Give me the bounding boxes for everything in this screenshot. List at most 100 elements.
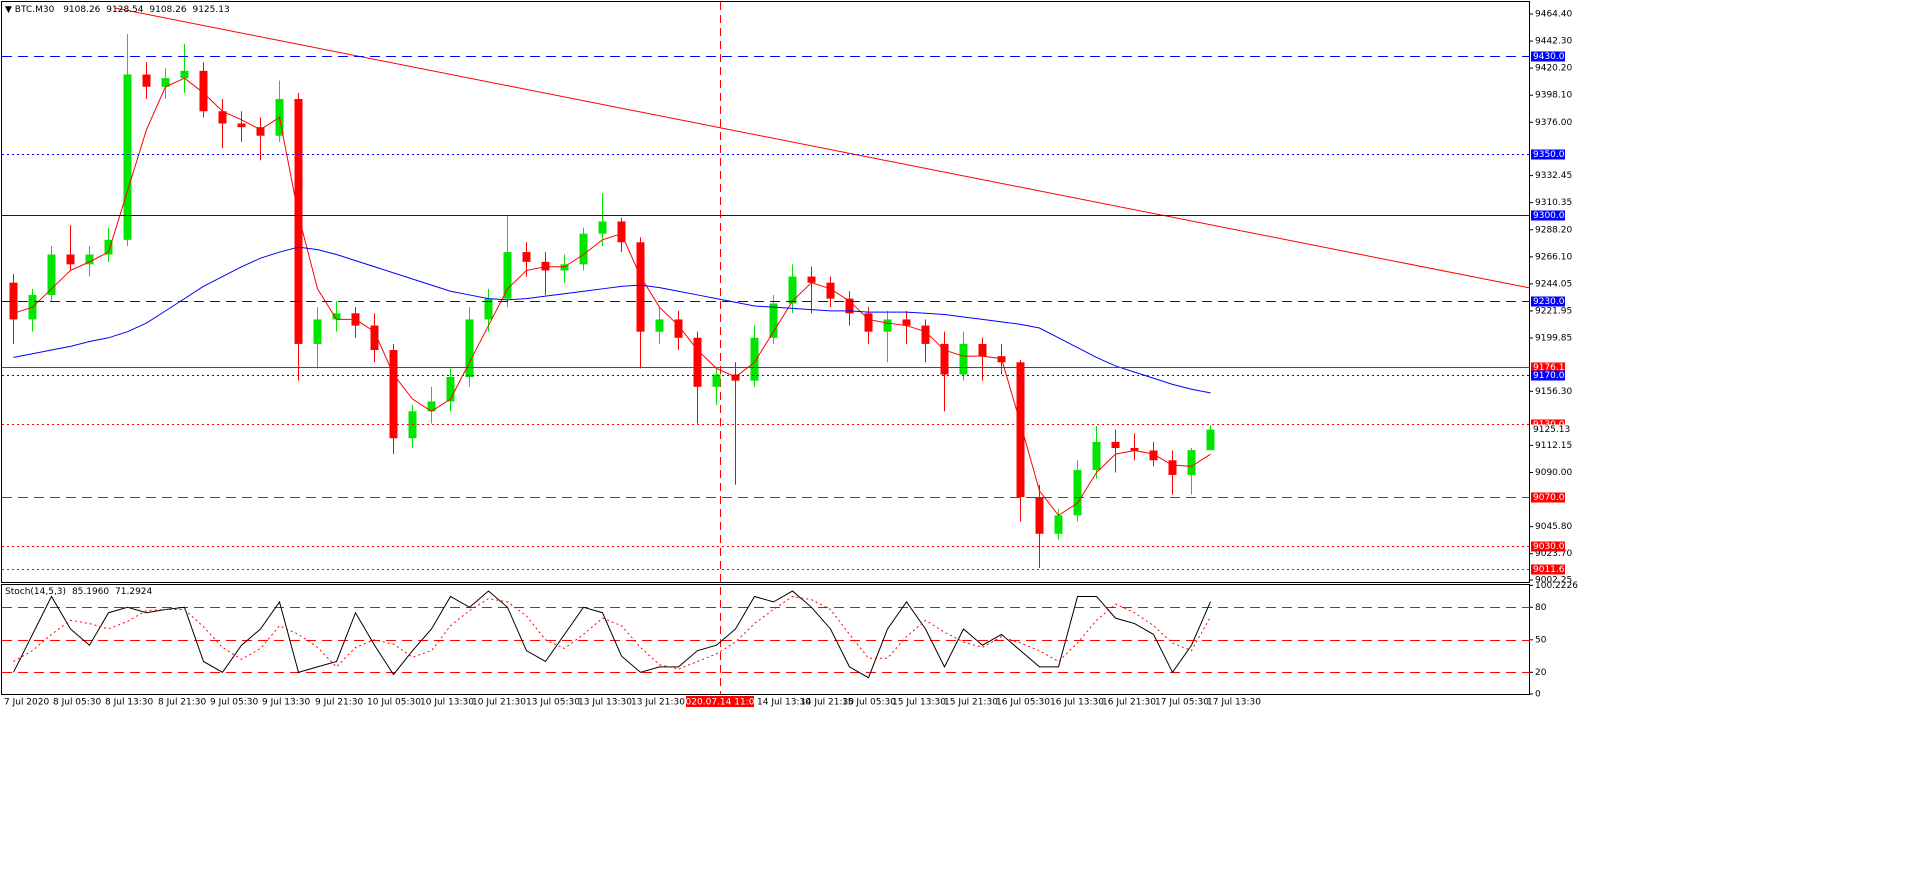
stoch-line — [13, 595, 1211, 670]
level-label: 9170.00 — [1533, 371, 1570, 381]
level-label: 9176.13 — [1533, 363, 1570, 373]
x-tick-label: 16 Jul 05:30 — [996, 698, 1050, 708]
x-tick-label: 8 Jul 13:30 — [105, 698, 154, 708]
x-tick-label: 15 Jul 13:30 — [892, 698, 946, 708]
moving-average — [13, 246, 1211, 394]
candle-body — [978, 343, 987, 357]
candle-body — [161, 78, 170, 87]
candle-body — [1016, 362, 1025, 498]
candle-body — [47, 254, 56, 295]
candle-body — [313, 319, 322, 344]
x-tick-label: 8 Jul 21:30 — [158, 698, 207, 708]
level-label: 9070.00 — [1533, 493, 1570, 503]
y-tick-label: 9045.80 — [1535, 522, 1572, 532]
y-tick-label: 9420.20 — [1535, 64, 1572, 74]
y-tick-label: 100.2226 — [1535, 581, 1578, 591]
y-tick-label: 9199.85 — [1535, 333, 1572, 343]
x-tick-label: 15 Jul 21:30 — [944, 698, 998, 708]
y-tick-label: 9310.35 — [1535, 198, 1572, 208]
level-label-box — [1531, 362, 1565, 373]
candle-body — [902, 319, 911, 326]
level-label-box — [1531, 541, 1565, 552]
candle-body — [1035, 497, 1044, 534]
candle-body — [940, 343, 949, 375]
x-tick-label: 14 Jul 13:30 — [757, 698, 811, 708]
level-label: 9011.62 — [1533, 565, 1570, 575]
x-tick-label: 16 Jul 21:30 — [1102, 698, 1156, 708]
candle-body — [598, 221, 607, 234]
stoch-main-readout: 85.1960 — [72, 587, 109, 597]
candle-body — [788, 276, 797, 304]
level-label-box — [1531, 210, 1565, 221]
chart-header: ▼ BTC.M30 9108.26 9128.54 9108.26 9125.1… — [5, 5, 230, 15]
stoch-signal-readout: 71.2924 — [115, 587, 152, 597]
candle-body — [389, 350, 398, 439]
price-tag: 9125.13 — [1533, 425, 1570, 435]
candle-body — [503, 252, 512, 299]
level-label-box — [1531, 296, 1565, 307]
x-tick-label: 10 Jul 21:30 — [472, 698, 526, 708]
candle-body — [104, 239, 113, 255]
price-tag-box — [1531, 424, 1565, 435]
y-tick-label: 0 — [1535, 690, 1541, 700]
candle-body — [1073, 470, 1082, 516]
candle-body — [522, 252, 531, 262]
candle-body — [807, 276, 816, 283]
y-tick-label: 9244.05 — [1535, 279, 1572, 289]
high-readout: 9128.54 — [106, 5, 143, 15]
close-readout: 9125.13 — [192, 5, 229, 15]
candle-body — [332, 313, 341, 320]
candle-body — [826, 282, 835, 299]
crosshair-label-box — [686, 696, 754, 707]
symbol: ▼ — [5, 5, 15, 15]
x-tick-label: 9 Jul 05:30 — [210, 698, 259, 708]
level-label-box — [1531, 51, 1565, 62]
stoch-header: Stoch(14,5,3) 85.1960 71.2924 — [5, 587, 153, 597]
candle-body — [1168, 460, 1177, 475]
candle-body — [294, 98, 303, 344]
level-label: 9300.00 — [1533, 211, 1570, 221]
candle-body — [883, 319, 892, 332]
candle-body — [66, 254, 75, 265]
y-tick-label: 9090.00 — [1535, 468, 1572, 478]
candle-body — [845, 298, 854, 314]
moving-average — [13, 77, 1211, 517]
candle-body — [655, 319, 664, 332]
x-tick-label: 9 Jul 13:30 — [262, 698, 311, 708]
y-tick-label: 9288.20 — [1535, 225, 1572, 235]
main-frame — [1, 1, 1530, 583]
candle-body — [85, 254, 94, 265]
level-label: 9350.00 — [1533, 150, 1570, 160]
candle-body — [199, 70, 208, 112]
candle-body — [123, 74, 132, 240]
candle-body — [427, 401, 436, 412]
y-tick-label: 9442.30 — [1535, 37, 1572, 47]
x-tick-label: 9 Jul 21:30 — [315, 698, 364, 708]
candle-body — [1054, 515, 1063, 534]
x-tick-label: 13 Jul 21:30 — [631, 698, 685, 708]
candle-body — [1187, 450, 1196, 475]
open-readout: 9108.26 — [63, 5, 100, 15]
candle-body — [237, 123, 246, 128]
y-tick-label: 9332.45 — [1535, 171, 1572, 181]
candle-body — [370, 325, 379, 351]
candle-body — [446, 376, 455, 402]
x-tick-label: 13 Jul 13:30 — [578, 698, 632, 708]
x-tick-label: 10 Jul 05:30 — [367, 698, 421, 708]
y-tick-label: 9464.40 — [1535, 10, 1572, 20]
candle-body — [465, 319, 474, 377]
level-label-box — [1531, 492, 1565, 503]
candle-body — [617, 221, 626, 243]
stoch-line — [13, 590, 1211, 679]
level-label-box — [1531, 149, 1565, 160]
y-tick-label: 20 — [1535, 668, 1547, 678]
crosshair-label: 2020.07.14 11:00 — [680, 698, 761, 708]
candle-body — [693, 337, 702, 387]
x-tick-label: 16 Jul 13:30 — [1050, 698, 1104, 708]
level-label-box — [1531, 564, 1565, 575]
candle-body — [1130, 448, 1139, 451]
x-tick-label: 7 Jul 2020 — [4, 698, 49, 708]
y-tick-label: 9398.10 — [1535, 91, 1572, 101]
